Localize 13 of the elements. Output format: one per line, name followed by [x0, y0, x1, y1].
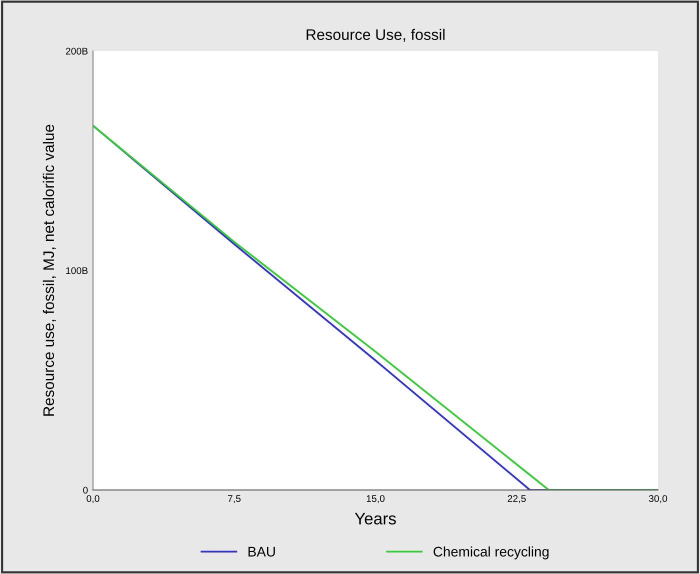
x-axis-title: Years — [354, 512, 396, 524]
x-tick-label: 15,0 — [366, 495, 385, 504]
chart-title: Resource Use, fossil — [306, 28, 445, 42]
x-tick-label: 0,0 — [86, 495, 100, 504]
legend-label: BAU — [248, 546, 275, 557]
y-tick-label: 200B — [66, 48, 88, 55]
legend-label: Chemical recycling — [434, 546, 549, 560]
y-axis-title: Resource use, fossil, MJ, net calorific value — [42, 124, 56, 416]
x-tick-label: 30,0 — [648, 495, 668, 504]
x-tick-label: 7,5 — [228, 495, 241, 504]
y-tick-label: 0 — [83, 486, 88, 494]
x-tick-label: 22,5 — [508, 495, 526, 504]
y-tick-label: 100B — [66, 267, 88, 274]
